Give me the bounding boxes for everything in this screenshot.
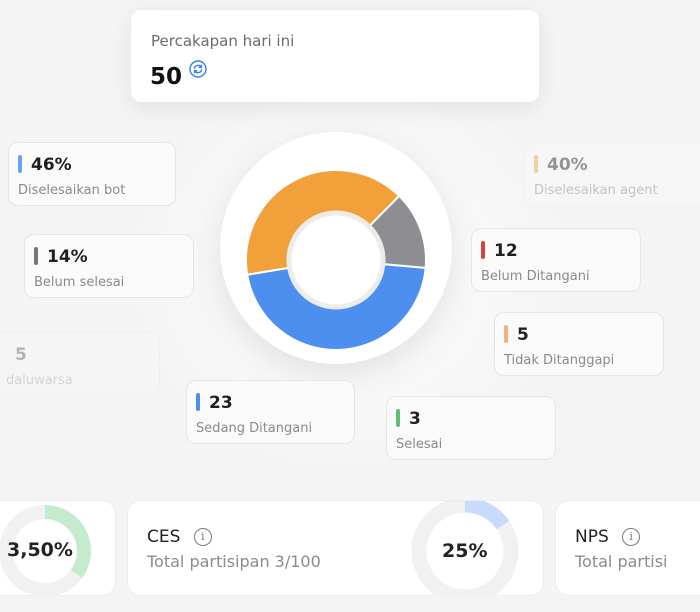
stat-value-sedang-ditangani: 23 bbox=[209, 393, 233, 413]
stat-bar-bot bbox=[18, 155, 22, 173]
stat-bar-belum-ditangani bbox=[481, 241, 485, 259]
ces-ring-chart bbox=[411, 501, 519, 597]
stat-value-bot: 46% bbox=[31, 155, 72, 175]
stat-label-tidak-ditanggapi: Tidak Ditanggapi bbox=[504, 353, 615, 368]
ces-header: CES i bbox=[147, 527, 212, 547]
stat-card-sedang-ditangani[interactable]: 23 Sedang Ditangani bbox=[186, 380, 355, 444]
stat-value-agent: 40% bbox=[547, 155, 588, 175]
conversations-today-card: Percakapan hari ini 50 bbox=[131, 10, 539, 102]
ces-subtitle: Total partisipan 3/100 bbox=[147, 552, 321, 571]
stat-label-agent: Diselesaikan agent bbox=[534, 183, 658, 198]
conversation-donut-chart bbox=[220, 132, 452, 364]
stat-card-belum-ditangani[interactable]: 12 Belum Ditangani bbox=[471, 228, 641, 292]
info-icon[interactable]: i bbox=[622, 528, 641, 546]
left-ring-chart bbox=[0, 505, 91, 597]
ces-ring-arc bbox=[464, 501, 510, 530]
left-card-value: 3,50% bbox=[7, 539, 73, 561]
info-icon[interactable]: i bbox=[193, 528, 212, 546]
stat-value-belum-ditangani: 12 bbox=[494, 241, 518, 261]
stat-card-bot[interactable]: 46% Diselesaikan bot bbox=[8, 142, 176, 206]
stat-card-agent[interactable]: 40% Diselesaikan agent bbox=[524, 142, 700, 206]
bottom-card-left[interactable]: 3,50% bbox=[0, 500, 116, 597]
stat-value-belum-selesai: 14% bbox=[47, 247, 88, 267]
stat-bar-tidak-ditanggapi bbox=[504, 325, 508, 343]
stat-label-bot: Diselesaikan bot bbox=[18, 183, 126, 198]
nps-header: NPS i bbox=[575, 527, 641, 547]
stat-bar-agent bbox=[534, 155, 538, 173]
conversations-today-title: Percakapan hari ini bbox=[151, 32, 295, 50]
stat-card-tidak-ditanggapi[interactable]: 5 Tidak Ditanggapi bbox=[494, 312, 664, 376]
stat-label-sedang-ditangani: Sedang Ditangani bbox=[196, 421, 313, 436]
stat-bar-sedang-ditangani bbox=[196, 393, 200, 411]
stat-bar-belum-selesai bbox=[34, 247, 38, 265]
stat-value-selesai: 3 bbox=[409, 409, 421, 429]
left-ring-arc bbox=[44, 505, 91, 579]
conversations-today-value: 50 bbox=[150, 64, 183, 90]
ces-title: CES bbox=[147, 527, 181, 547]
stat-label-kadaluwarsa: daluwarsa bbox=[6, 373, 73, 388]
donut-svg bbox=[245, 169, 427, 351]
stat-label-selesai: Selesai bbox=[396, 437, 443, 452]
nps-title: NPS bbox=[575, 527, 609, 547]
stat-card-selesai[interactable]: 3 Selesai bbox=[386, 396, 556, 460]
stat-card-belum-selesai[interactable]: 14% Belum selesai bbox=[24, 234, 194, 298]
stat-value-tidak-ditanggapi: 5 bbox=[517, 325, 529, 345]
stat-label-belum-selesai: Belum selesai bbox=[34, 275, 125, 290]
donut-hole bbox=[286, 210, 386, 310]
stat-value-kadaluwarsa: 5 bbox=[15, 345, 27, 365]
nps-card[interactable]: NPS i Total partisi bbox=[555, 500, 700, 596]
nps-subtitle: Total partisi bbox=[575, 552, 668, 571]
ces-value: 25% bbox=[442, 540, 488, 562]
stat-card-kadaluwarsa[interactable]: 5 daluwarsa bbox=[0, 332, 160, 394]
ces-card[interactable]: CES i Total partisipan 3/100 25% bbox=[127, 500, 544, 597]
stat-bar-selesai bbox=[396, 409, 400, 427]
stat-label-belum-ditangani: Belum Ditangani bbox=[481, 269, 590, 284]
refresh-icon[interactable] bbox=[189, 60, 207, 78]
